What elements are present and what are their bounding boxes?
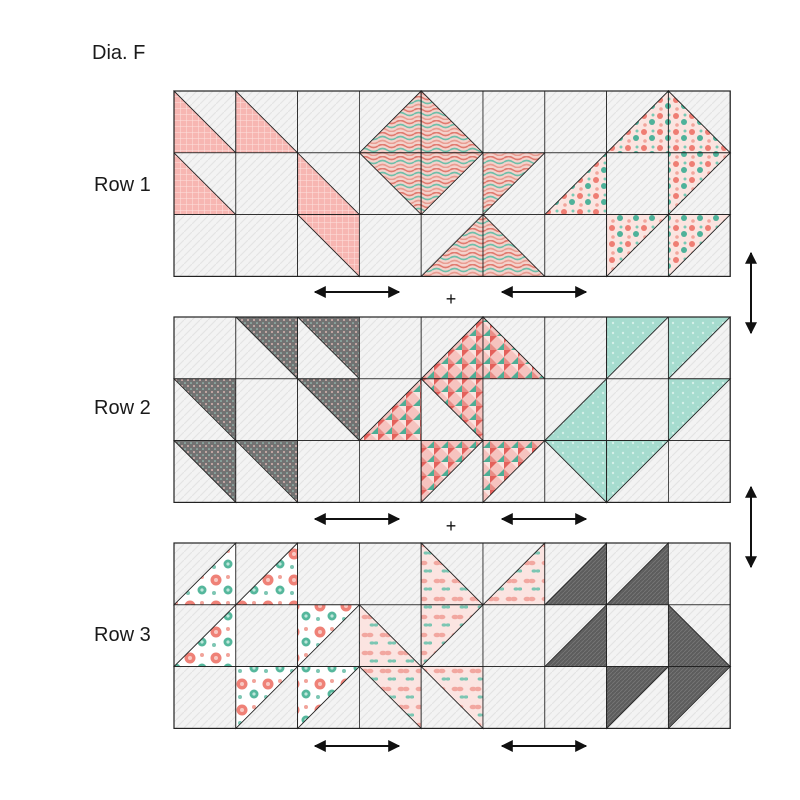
quilt-row-3 bbox=[172, 541, 732, 730]
quilt-row-1 bbox=[173, 89, 732, 278]
block-2 bbox=[358, 89, 546, 277]
print-triangle-geometric-print bbox=[420, 440, 485, 504]
background-square bbox=[358, 440, 422, 503]
print-triangle-aqua-print bbox=[667, 378, 732, 442]
print-triangle-large-floral-print bbox=[297, 604, 361, 668]
print-triangle-butterfly-print bbox=[420, 604, 485, 668]
background-square bbox=[297, 542, 360, 606]
print-triangle-floral-print bbox=[606, 214, 670, 278]
row-2-label: Row 2 bbox=[94, 397, 151, 419]
background-square bbox=[235, 214, 299, 277]
background-square bbox=[297, 90, 360, 154]
background-square bbox=[668, 542, 731, 606]
background-square bbox=[358, 542, 422, 606]
background-square bbox=[544, 90, 607, 154]
block-1 bbox=[172, 316, 360, 504]
background-square bbox=[358, 316, 422, 380]
background-square bbox=[358, 214, 422, 277]
block-3 bbox=[543, 316, 732, 504]
row-outline bbox=[173, 542, 731, 729]
background-square bbox=[173, 214, 237, 277]
print-triangle-wavy-stripe-print bbox=[482, 152, 546, 216]
print-triangle-dark-gray-print bbox=[667, 666, 732, 730]
background-square bbox=[544, 214, 607, 277]
background-square bbox=[606, 378, 669, 441]
background-square bbox=[482, 90, 546, 154]
print-triangle-aqua-print bbox=[606, 440, 670, 504]
row-3-label: Row 3 bbox=[94, 624, 151, 646]
quilt-row-2 bbox=[172, 315, 732, 504]
background-square bbox=[235, 152, 299, 216]
background-square bbox=[235, 604, 299, 667]
block-1 bbox=[172, 541, 361, 730]
block-3 bbox=[543, 89, 732, 278]
row-outline bbox=[173, 90, 731, 277]
block-1 bbox=[173, 89, 361, 278]
background-square bbox=[482, 666, 546, 729]
background-square bbox=[544, 666, 607, 729]
print-triangle-large-floral-print bbox=[297, 666, 361, 730]
row-1-label: Row 1 bbox=[94, 174, 151, 196]
background-square bbox=[606, 604, 669, 667]
background-square bbox=[606, 152, 669, 216]
background-square bbox=[482, 378, 546, 441]
print-triangle-floral-print bbox=[667, 214, 732, 278]
plus-sign-1: + bbox=[446, 289, 457, 309]
background-square bbox=[668, 440, 731, 503]
background-square bbox=[173, 666, 237, 729]
background-square bbox=[544, 316, 607, 380]
background-square bbox=[297, 440, 360, 503]
print-triangle-large-floral-print bbox=[235, 666, 299, 730]
print-triangle-dark-gray-print bbox=[606, 666, 670, 730]
background-square bbox=[235, 378, 299, 441]
block-3 bbox=[543, 541, 732, 730]
print-triangle-geometric-print bbox=[482, 440, 546, 504]
print-triangle-floral-print bbox=[667, 152, 732, 216]
row-outline bbox=[173, 316, 731, 503]
plus-sign-2: + bbox=[446, 516, 457, 536]
diagram-title: Dia. F bbox=[92, 42, 146, 64]
print-triangle-wavy-stripe-print bbox=[420, 152, 485, 216]
block-2 bbox=[358, 541, 546, 730]
background-square bbox=[173, 316, 237, 380]
background-square bbox=[482, 604, 546, 667]
block-2 bbox=[358, 315, 546, 504]
